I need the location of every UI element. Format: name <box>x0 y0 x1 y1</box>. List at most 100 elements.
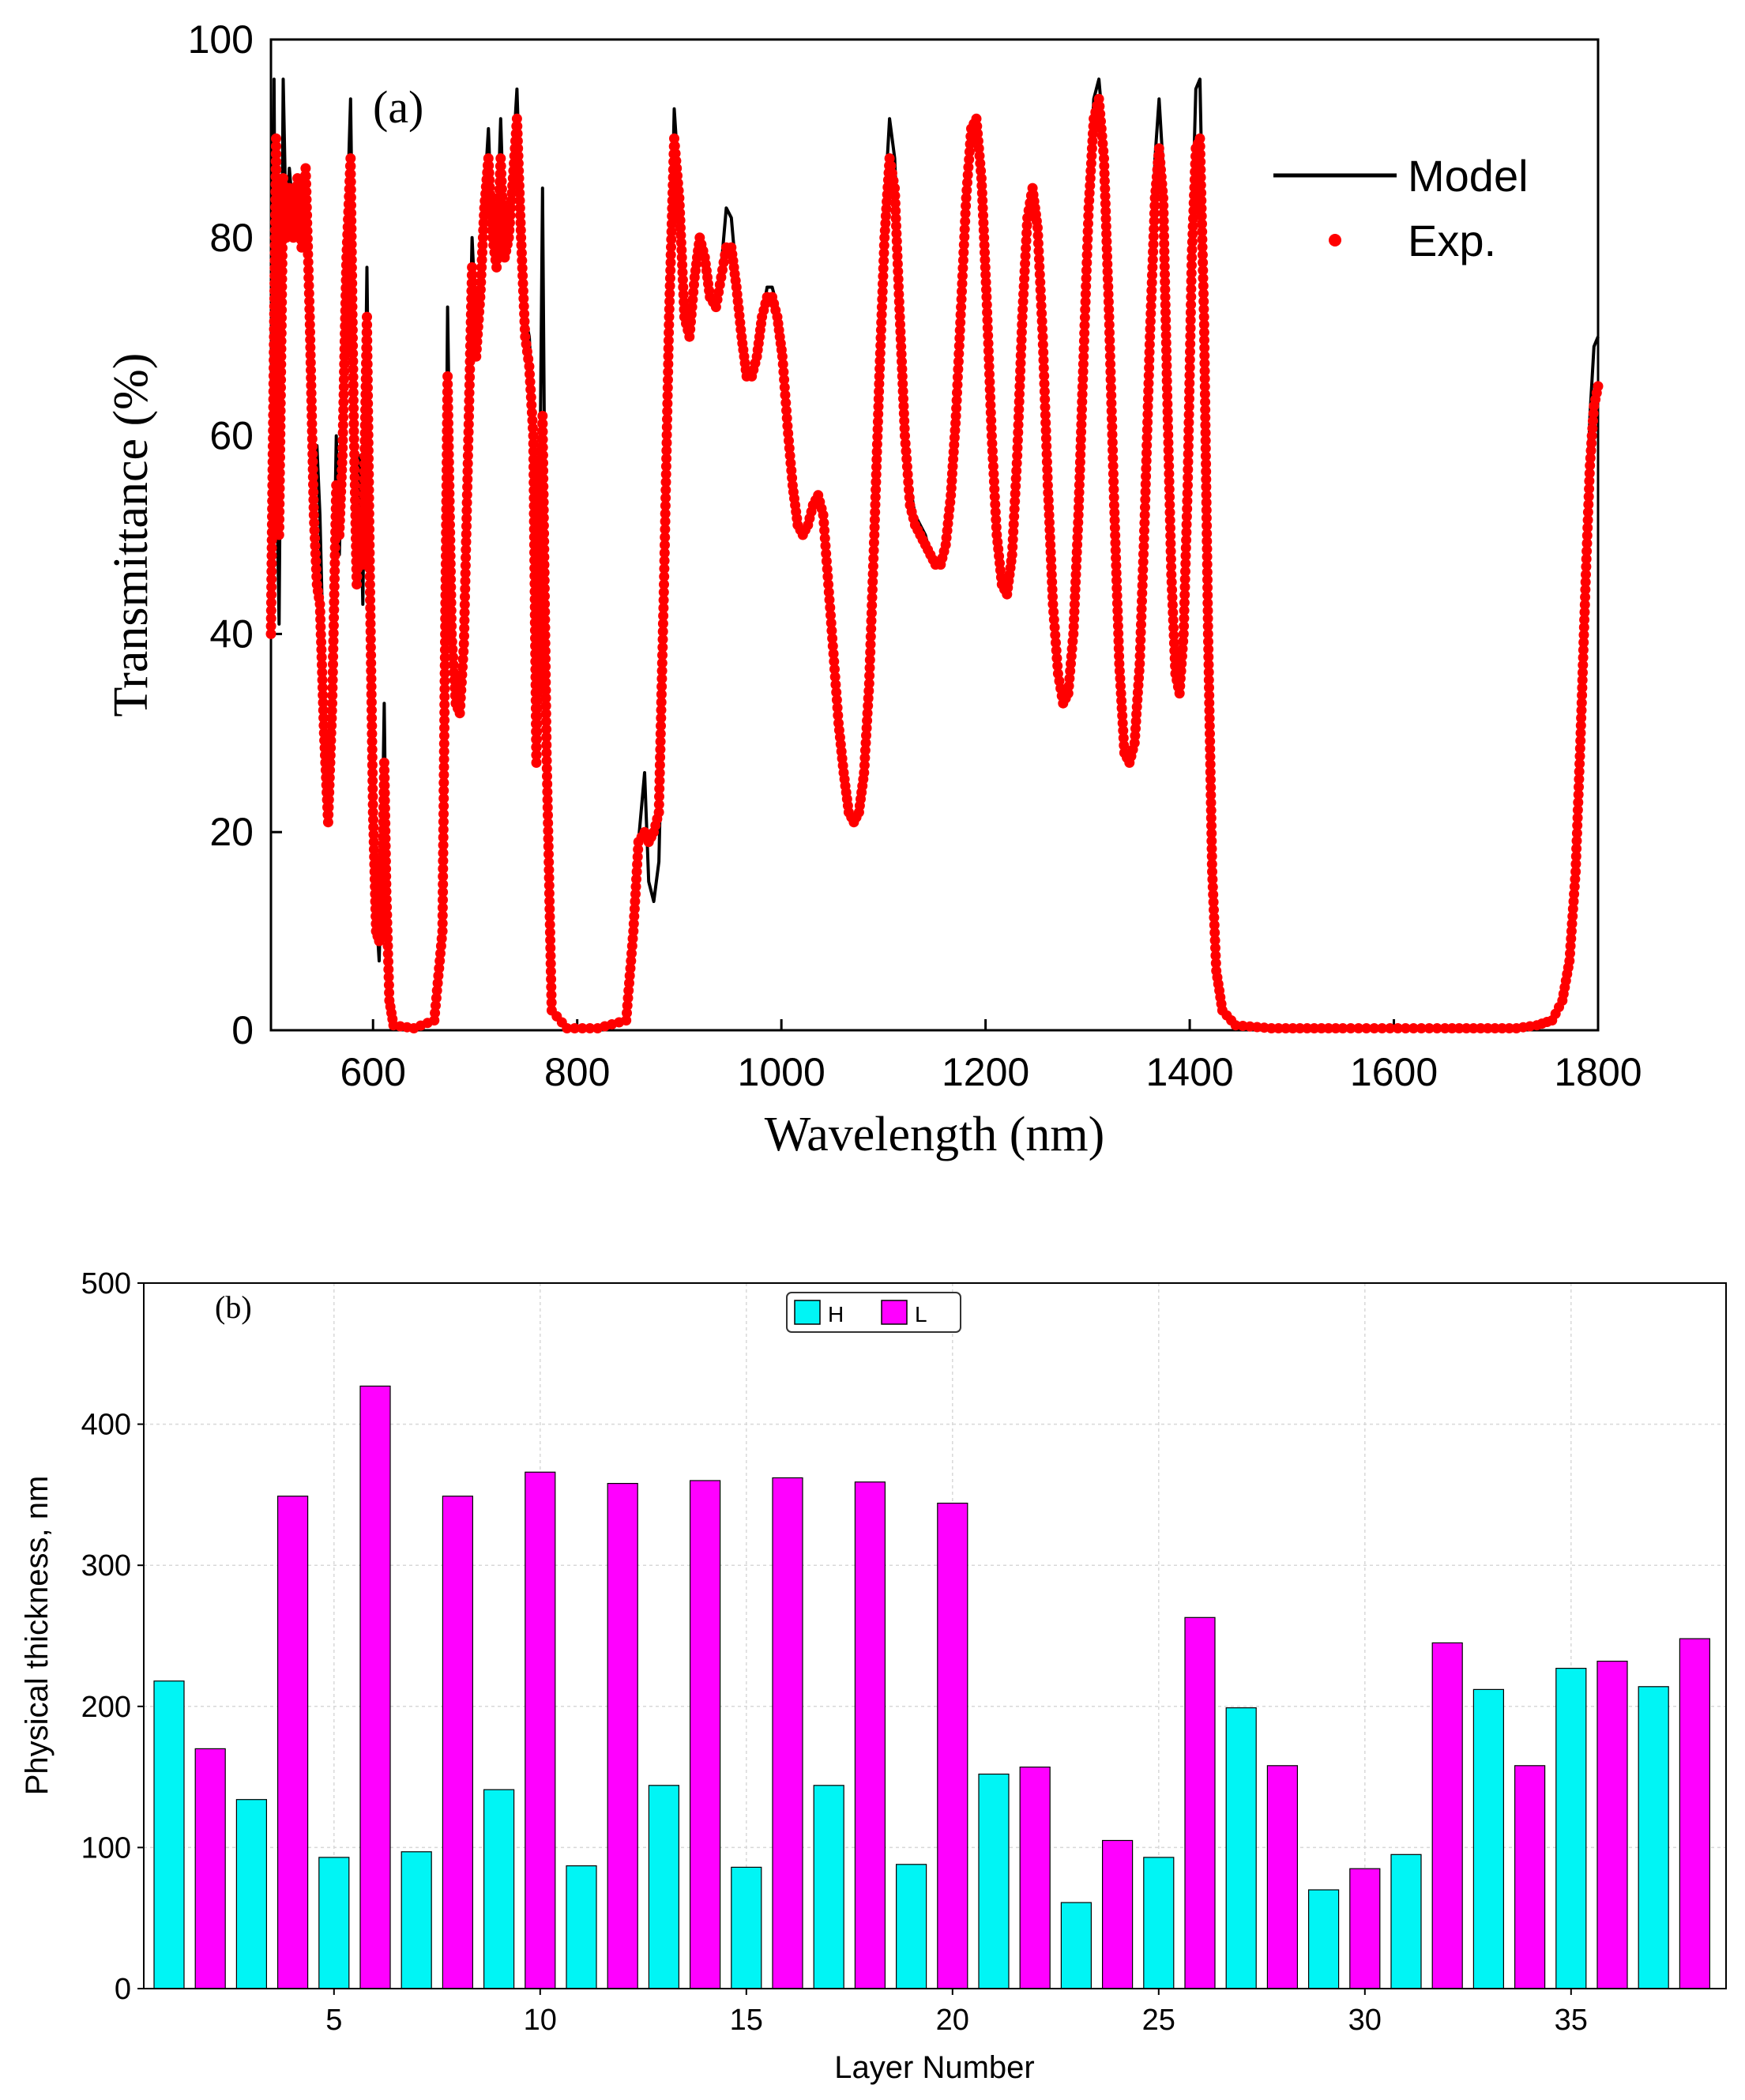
exp-point <box>439 691 450 702</box>
exp-point <box>1077 404 1087 415</box>
exp-point <box>368 815 378 825</box>
exp-point <box>878 247 889 258</box>
exp-point <box>497 198 508 209</box>
exp-point <box>1160 284 1171 295</box>
exp-point <box>656 721 666 732</box>
exp-point <box>1111 583 1123 593</box>
exp-point <box>622 1000 633 1011</box>
exp-point <box>460 591 470 602</box>
exp-point <box>307 418 318 429</box>
exp-point <box>831 694 842 706</box>
exp-point <box>825 602 836 613</box>
exp-point <box>325 757 336 768</box>
exp-point <box>1113 628 1124 639</box>
exp-point <box>335 493 346 504</box>
exp-point <box>1164 491 1175 502</box>
exp-point <box>1204 698 1215 709</box>
exp-point <box>875 333 886 344</box>
exp-point <box>1101 228 1112 239</box>
exp-point <box>1066 658 1076 669</box>
exp-point <box>669 141 680 152</box>
exp-point <box>874 378 885 390</box>
b-x-tick-label-10: 10 <box>524 2004 557 2037</box>
exp-point <box>300 163 311 174</box>
exp-point <box>1043 495 1054 506</box>
exp-point <box>865 639 876 650</box>
exp-point <box>628 926 639 937</box>
exp-point <box>654 783 665 794</box>
x-tick-label-1800: 1800 <box>1554 1050 1642 1094</box>
exp-point <box>1179 581 1190 593</box>
exp-point <box>1164 461 1175 472</box>
exp-point <box>1144 355 1155 366</box>
exp-point <box>461 529 472 540</box>
exp-point <box>1577 675 1588 686</box>
exp-point <box>1111 575 1122 586</box>
exp-point <box>654 791 664 802</box>
exp-point <box>1573 797 1584 808</box>
exp-point <box>437 926 448 937</box>
h-bar-layer-17 <box>813 1785 844 1989</box>
exp-point <box>543 826 554 837</box>
exp-point <box>504 217 515 228</box>
exp-point <box>340 328 351 339</box>
exp-point <box>1323 1023 1334 1033</box>
exp-point <box>861 723 872 733</box>
exp-point <box>348 411 359 421</box>
exp-point <box>1138 556 1149 567</box>
exp-point <box>1416 1023 1427 1033</box>
exp-point <box>381 864 392 875</box>
h-bar-layer-29 <box>1307 1889 1340 1989</box>
exp-point <box>438 746 449 757</box>
exp-point <box>1102 273 1113 284</box>
exp-point <box>685 324 696 335</box>
exp-point <box>1104 351 1115 362</box>
exp-point <box>1184 378 1195 389</box>
exp-point <box>952 379 963 390</box>
exp-point <box>383 980 394 991</box>
exp-point <box>1165 522 1175 533</box>
exp-point <box>1316 1023 1327 1033</box>
exp-point <box>870 491 881 502</box>
exp-point <box>336 486 347 497</box>
exp-point <box>1018 281 1029 292</box>
exp-point <box>368 844 379 855</box>
l-bar-layer-32 <box>1431 1642 1463 1989</box>
exp-point <box>1116 702 1127 713</box>
exp-point <box>1021 228 1032 239</box>
exp-point <box>1164 476 1175 487</box>
exp-point <box>1014 389 1025 400</box>
exp-point <box>471 344 482 355</box>
exp-point <box>784 442 795 453</box>
exp-point <box>1086 143 1097 154</box>
exp-point <box>676 252 687 263</box>
exp-point <box>664 319 675 330</box>
exp-point <box>1096 130 1108 141</box>
exp-point <box>1094 101 1105 112</box>
exp-point <box>829 664 840 675</box>
exp-point <box>513 143 524 154</box>
exp-point <box>276 281 288 292</box>
exp-point <box>1572 804 1583 815</box>
exp-point <box>957 286 967 297</box>
exp-point <box>950 411 961 421</box>
exp-point <box>467 277 478 288</box>
exp-point <box>989 484 1000 495</box>
exp-point <box>673 185 684 196</box>
exp-point <box>662 390 673 401</box>
exp-point <box>364 524 375 535</box>
b-x-tick-label-15: 15 <box>730 2004 763 2037</box>
exp-point <box>661 453 672 464</box>
exp-point <box>1431 1023 1442 1033</box>
l-bar-layer-26 <box>1184 1616 1216 1989</box>
exp-point <box>1198 257 1209 268</box>
exp-point <box>515 217 526 228</box>
exp-point <box>818 517 829 529</box>
exp-point <box>1105 359 1116 370</box>
exp-point <box>544 919 555 930</box>
exp-point <box>1145 316 1156 327</box>
exp-point <box>366 697 377 708</box>
exp-point <box>542 778 553 789</box>
exp-point <box>1146 285 1157 296</box>
exp-point <box>890 213 901 224</box>
